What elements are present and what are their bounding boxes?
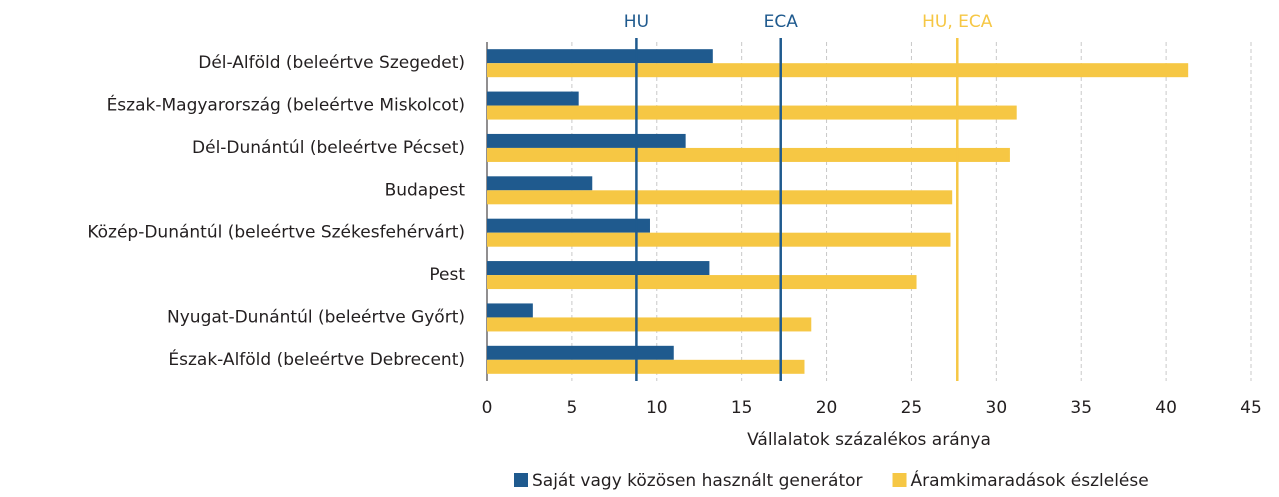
y-tick-label: Közép-Dunántúl (beleértve Székesfehérvár… <box>87 223 465 243</box>
bar <box>487 275 917 290</box>
bar <box>487 190 953 205</box>
x-tick-label: 30 <box>986 398 1008 418</box>
x-tick-label: 5 <box>566 398 577 418</box>
y-tick-label: Dél-Alföld (beleértve Szegedet) <box>198 53 465 73</box>
bar <box>487 147 1010 162</box>
reference-label: HU <box>624 12 649 32</box>
bar <box>487 303 533 318</box>
bar <box>487 176 593 191</box>
y-tick-label: Budapest <box>385 180 466 200</box>
bar <box>487 261 710 276</box>
x-tick-label: 15 <box>731 398 753 418</box>
bar <box>487 63 1189 78</box>
bar <box>487 232 951 247</box>
bar <box>487 317 812 332</box>
bar <box>487 359 805 374</box>
bar <box>487 345 674 360</box>
legend-label: Áramkimaradások észlelése <box>911 469 1149 491</box>
bar <box>487 133 686 148</box>
y-tick-label: Észak-Alföld (beleértve Debrecent) <box>168 348 465 370</box>
x-tick-label: 40 <box>1155 398 1177 418</box>
bar <box>487 91 579 106</box>
legend-swatch <box>892 473 907 487</box>
x-tick-label: 45 <box>1240 398 1262 418</box>
legend-swatch <box>514 473 528 487</box>
y-tick-label: Nyugat-Dunántúl (beleértve Győrt) <box>167 307 465 327</box>
x-tick-label: 10 <box>646 398 668 418</box>
reference-label: ECA <box>764 12 799 32</box>
x-tick-label: 35 <box>1070 398 1092 418</box>
x-tick-label: 20 <box>816 398 838 418</box>
bar <box>487 49 713 64</box>
x-tick-label: 25 <box>901 398 923 418</box>
bar <box>487 218 650 233</box>
x-axis-label: Vállalatok százalékos aránya <box>747 430 991 450</box>
y-tick-label: Észak-Magyarország (beleértve Miskolcot) <box>107 94 465 116</box>
reference-label: HU, ECA <box>922 12 993 32</box>
legend-label: Saját vagy közösen használt generátor <box>532 471 863 491</box>
y-tick-label: Pest <box>429 265 465 285</box>
x-tick-label: 0 <box>482 398 493 418</box>
bar <box>487 105 1017 120</box>
y-tick-label: Dél-Dunántúl (beleértve Pécset) <box>192 138 465 158</box>
